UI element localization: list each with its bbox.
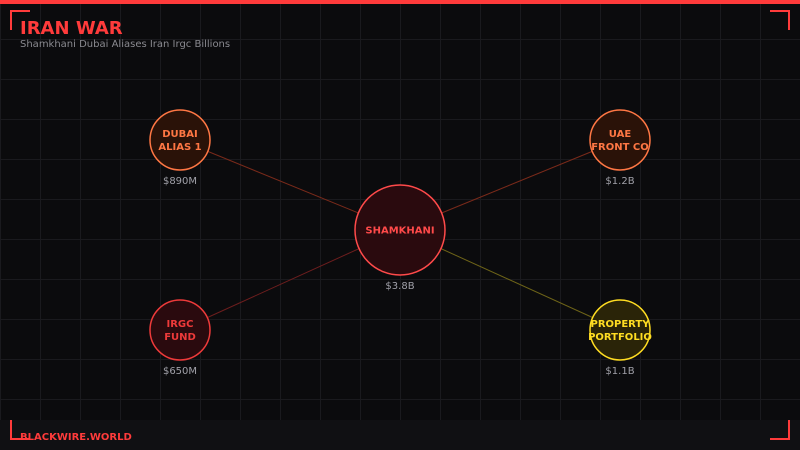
corner-bracket — [770, 10, 790, 30]
node-shamkhani[interactable]: SHAMKHANI $3.8B — [354, 184, 446, 292]
node-value: $3.8B — [385, 281, 414, 292]
node-label: IRGC — [167, 319, 194, 330]
brand-link[interactable]: BLACKWIRE.WORLD — [20, 432, 132, 443]
node-value: $890M — [163, 176, 197, 187]
node-label: PROPERTY — [590, 319, 650, 330]
node-value: $650M — [163, 366, 197, 377]
node-circle — [354, 184, 446, 276]
node-label: PORTFOLIO — [588, 332, 652, 343]
node-irgc-fund[interactable]: IRGC FUND $650M — [149, 299, 211, 377]
node-circle — [589, 109, 651, 171]
node-value: $1.1B — [605, 366, 634, 377]
node-circle — [589, 299, 651, 361]
node-label: UAE — [609, 129, 632, 140]
node-uae-front-co[interactable]: UAE FRONT CO $1.2B — [589, 109, 651, 187]
node-circle — [149, 109, 211, 171]
node-property-portfolio[interactable]: PROPERTY PORTFOLIO $1.1B — [588, 299, 652, 377]
top-accent-bar — [0, 0, 800, 4]
node-circle — [149, 299, 211, 361]
corner-bracket — [10, 10, 30, 30]
node-value: $1.2B — [605, 176, 634, 187]
page-title: IRAN WAR — [20, 18, 123, 39]
node-label: ALIAS 1 — [158, 142, 201, 153]
corner-bracket — [770, 420, 790, 440]
node-label: FUND — [164, 332, 196, 343]
page-subtitle: Shamkhani Dubai Aliases Iran Irgc Billio… — [20, 39, 231, 50]
node-label: FRONT CO — [591, 142, 649, 153]
node-label: SHAMKHANI — [365, 226, 434, 237]
corner-bracket — [10, 420, 30, 440]
node-label: DUBAI — [162, 129, 198, 140]
node-dubai-alias-1[interactable]: DUBAI ALIAS 1 $890M — [149, 109, 211, 187]
footer-bar — [0, 420, 800, 450]
